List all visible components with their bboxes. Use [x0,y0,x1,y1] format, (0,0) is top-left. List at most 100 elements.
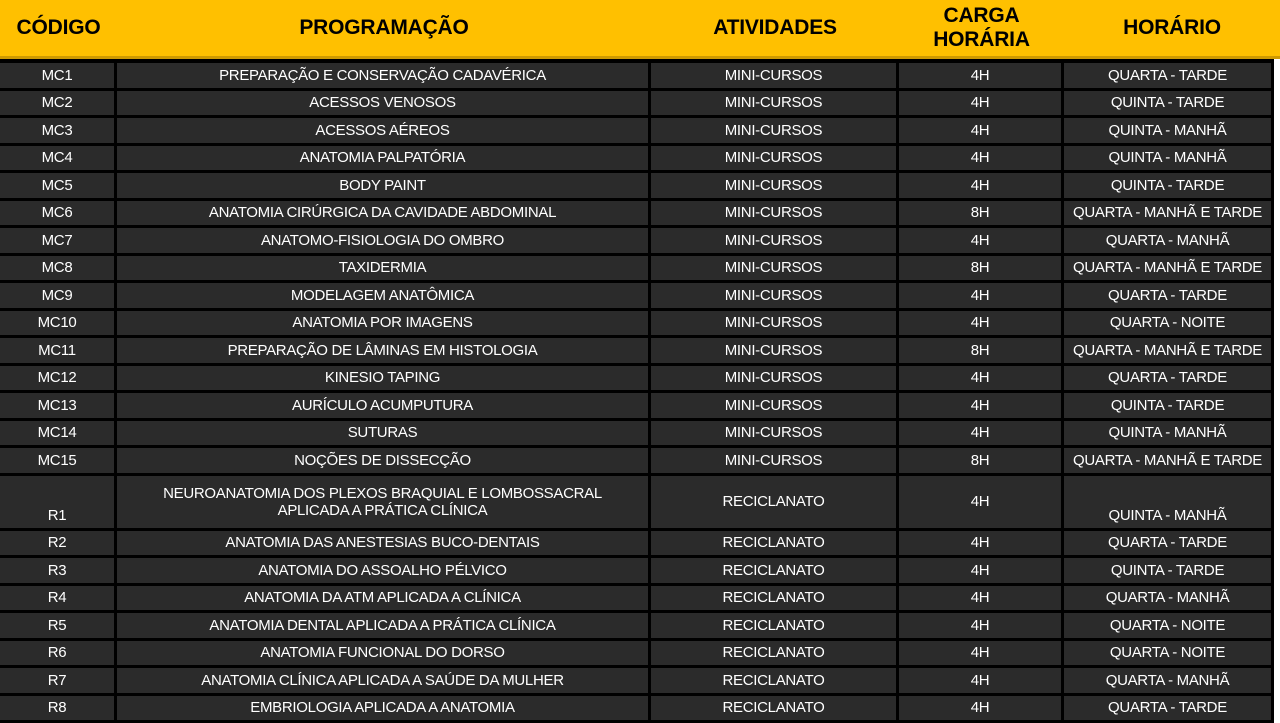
program-cell: TAXIDERMIA [117,256,651,281]
table-row: R4 ANATOMIA DA ATM APLICADA A CLÍNICA RE… [0,586,1274,614]
activity-cell: MINI-CURSOS [651,283,899,308]
program-cell: ANATOMIA DENTAL APLICADA A PRÁTICA CLÍNI… [117,613,651,638]
schedule-cell: QUARTA - NOITE [1064,641,1274,666]
activity-cell: MINI-CURSOS [651,448,899,473]
code-cell: R4 [0,586,117,611]
code-cell: MC3 [0,118,117,143]
header-atividades: ATIVIDADES [651,16,899,40]
code-cell: MC14 [0,421,117,446]
table-row: MC13 AURÍCULO ACUMPUTURA MINI-CURSOS 4H … [0,393,1274,421]
program-cell: BODY PAINT [117,173,651,198]
program-cell: ANATOMIA FUNCIONAL DO DORSO [117,641,651,666]
hours-cell: 4H [899,531,1064,556]
hours-cell: 4H [899,118,1064,143]
schedule-cell: QUARTA - TARDE [1064,63,1274,88]
schedule-cell: QUARTA - NOITE [1064,311,1274,336]
activity-cell: MINI-CURSOS [651,366,899,391]
schedule-cell: QUARTA - MANHÃ [1064,586,1274,611]
code-cell: MC10 [0,311,117,336]
table-row: R5 ANATOMIA DENTAL APLICADA A PRÁTICA CL… [0,613,1274,641]
table-row: MC3 ACESSOS AÉREOS MINI-CURSOS 4H QUINTA… [0,118,1274,146]
hours-cell: 4H [899,173,1064,198]
activity-cell: MINI-CURSOS [651,173,899,198]
code-cell: MC6 [0,201,117,226]
header-horario: HORÁRIO [1064,16,1280,40]
hours-cell: 4H [899,558,1064,583]
activity-cell: MINI-CURSOS [651,91,899,116]
table-row: MC4 ANATOMIA PALPATÓRIA MINI-CURSOS 4H Q… [0,146,1274,174]
schedule-cell: QUARTA - MANHÃ [1064,228,1274,253]
hours-cell: 4H [899,283,1064,308]
activity-cell: RECICLANATO [651,641,899,666]
hours-cell: 4H [899,393,1064,418]
table-row: R1 NEUROANATOMIA DOS PLEXOS BRAQUIAL E L… [0,476,1274,531]
activity-cell: MINI-CURSOS [651,338,899,363]
program-cell: ANATOMIA CIRÚRGICA DA CAVIDADE ABDOMINAL [117,201,651,226]
schedule-cell: QUINTA - TARDE [1064,173,1274,198]
schedule-cell: QUINTA - MANHÃ [1064,146,1274,171]
hours-cell: 8H [899,338,1064,363]
code-cell: R1 [0,476,117,528]
table-header: CÓDIGO PROGRAMAÇÃO ATIVIDADES CARGA HORÁ… [0,0,1280,59]
schedule-cell: QUINTA - MANHÃ [1064,476,1274,528]
hours-cell: 4H [899,146,1064,171]
code-cell: MC8 [0,256,117,281]
schedule-cell: QUINTA - MANHÃ [1064,118,1274,143]
activity-cell: RECICLANATO [651,613,899,638]
schedule-table-body: MC1 PREPARAÇÃO E CONSERVAÇÃO CADAVÉRICA … [0,59,1274,723]
schedule-cell: QUARTA - MANHÃ [1064,668,1274,693]
code-cell: MC1 [0,63,117,88]
hours-cell: 4H [899,696,1064,721]
activity-cell: MINI-CURSOS [651,421,899,446]
activity-cell: MINI-CURSOS [651,201,899,226]
program-cell: PREPARAÇÃO DE LÂMINAS EM HISTOLOGIA [117,338,651,363]
program-cell: ANATOMIA DO ASSOALHO PÉLVICO [117,558,651,583]
activity-cell: MINI-CURSOS [651,256,899,281]
hours-cell: 4H [899,228,1064,253]
table-row: MC2 ACESSOS VENOSOS MINI-CURSOS 4H QUINT… [0,91,1274,119]
activity-cell: RECICLANATO [651,586,899,611]
program-cell: NOÇÕES DE DISSECÇÃO [117,448,651,473]
schedule-cell: QUARTA - MANHÃ E TARDE [1064,201,1274,226]
hours-cell: 4H [899,641,1064,666]
schedule-cell: QUARTA - NOITE [1064,613,1274,638]
schedule-cell: QUINTA - TARDE [1064,393,1274,418]
program-cell: ANATOMO-FISIOLOGIA DO OMBRO [117,228,651,253]
code-cell: MC13 [0,393,117,418]
schedule-cell: QUINTA - MANHÃ [1064,421,1274,446]
table-row: MC12 KINESIO TAPING MINI-CURSOS 4H QUART… [0,366,1274,394]
activity-cell: RECICLANATO [651,558,899,583]
schedule-cell: QUARTA - MANHÃ E TARDE [1064,256,1274,281]
table-row: R3 ANATOMIA DO ASSOALHO PÉLVICO RECICLAN… [0,558,1274,586]
hours-cell: 4H [899,668,1064,693]
table-row: MC7 ANATOMO-FISIOLOGIA DO OMBRO MINI-CUR… [0,228,1274,256]
code-cell: MC9 [0,283,117,308]
program-cell: ACESSOS VENOSOS [117,91,651,116]
schedule-cell: QUARTA - TARDE [1064,283,1274,308]
table-row: MC1 PREPARAÇÃO E CONSERVAÇÃO CADAVÉRICA … [0,63,1274,91]
table-row: MC14 SUTURAS MINI-CURSOS 4H QUINTA - MAN… [0,421,1274,449]
program-cell: EMBRIOLOGIA APLICADA A ANATOMIA [117,696,651,721]
table-row: MC11 PREPARAÇÃO DE LÂMINAS EM HISTOLOGIA… [0,338,1274,366]
program-cell: AURÍCULO ACUMPUTURA [117,393,651,418]
hours-cell: 4H [899,613,1064,638]
table-row: R2 ANATOMIA DAS ANESTESIAS BUCO-DENTAIS … [0,531,1274,559]
code-cell: MC11 [0,338,117,363]
hours-cell: 4H [899,421,1064,446]
hours-cell: 8H [899,201,1064,226]
program-cell: ANATOMIA DA ATM APLICADA A CLÍNICA [117,586,651,611]
code-cell: R8 [0,696,117,721]
program-cell: ANATOMIA CLÍNICA APLICADA A SAÚDE DA MUL… [117,668,651,693]
hours-cell: 4H [899,366,1064,391]
header-codigo: CÓDIGO [0,16,117,40]
hours-cell: 4H [899,476,1064,528]
table-row: MC9 MODELAGEM ANATÔMICA MINI-CURSOS 4H Q… [0,283,1274,311]
program-cell: ANATOMIA PALPATÓRIA [117,146,651,171]
table-row: MC5 BODY PAINT MINI-CURSOS 4H QUINTA - T… [0,173,1274,201]
table-row: R7 ANATOMIA CLÍNICA APLICADA A SAÚDE DA … [0,668,1274,696]
program-cell: ACESSOS AÉREOS [117,118,651,143]
header-carga-horaria: CARGA HORÁRIA [899,4,1064,52]
table-row: MC6 ANATOMIA CIRÚRGICA DA CAVIDADE ABDOM… [0,201,1274,229]
table-row: R6 ANATOMIA FUNCIONAL DO DORSO RECICLANA… [0,641,1274,669]
code-cell: MC15 [0,448,117,473]
